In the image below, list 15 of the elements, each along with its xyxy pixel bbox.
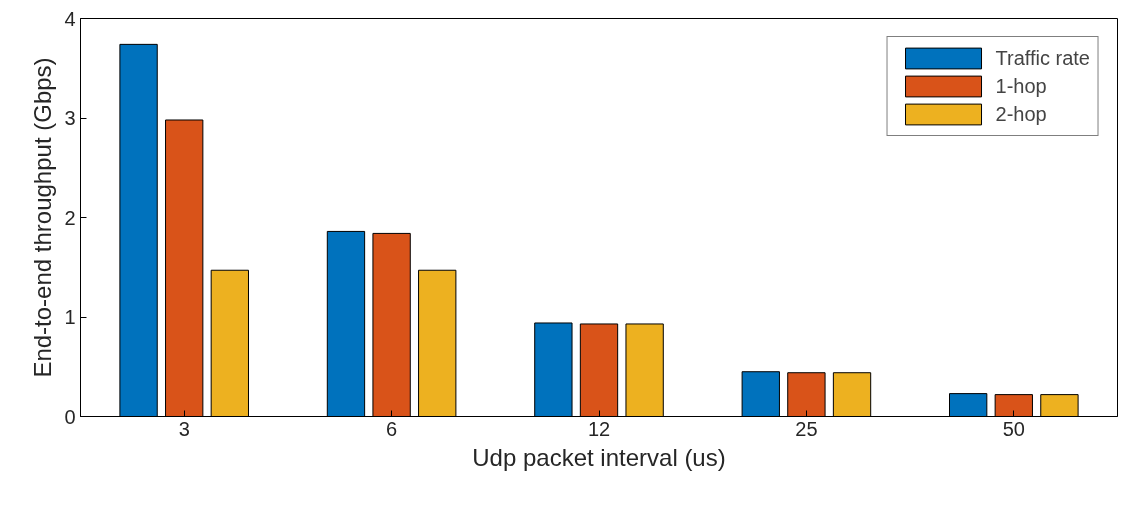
x-tick-label: 50	[1002, 417, 1025, 440]
x-tick-label: 25	[795, 417, 818, 440]
legend-label: 1-hop	[995, 74, 1047, 98]
x-axis-title: Udp packet interval (us)	[472, 443, 726, 471]
legend-label: Traffic rate	[995, 46, 1090, 70]
y-tick-label: 1	[64, 306, 76, 328]
y-tick-label: 3	[64, 107, 76, 129]
y-axis-title: End-to-end throughput (Gbps)	[29, 57, 57, 378]
x-tick-label: 3	[178, 417, 190, 440]
legend-label: 2-hop	[995, 102, 1047, 126]
x-tick-label: 12	[587, 417, 611, 440]
y-tick-label: 0	[64, 405, 76, 428]
y-tick-label: 2	[64, 206, 76, 229]
x-tick-label: 6	[386, 417, 398, 440]
y-tick-label: 4	[64, 7, 76, 30]
